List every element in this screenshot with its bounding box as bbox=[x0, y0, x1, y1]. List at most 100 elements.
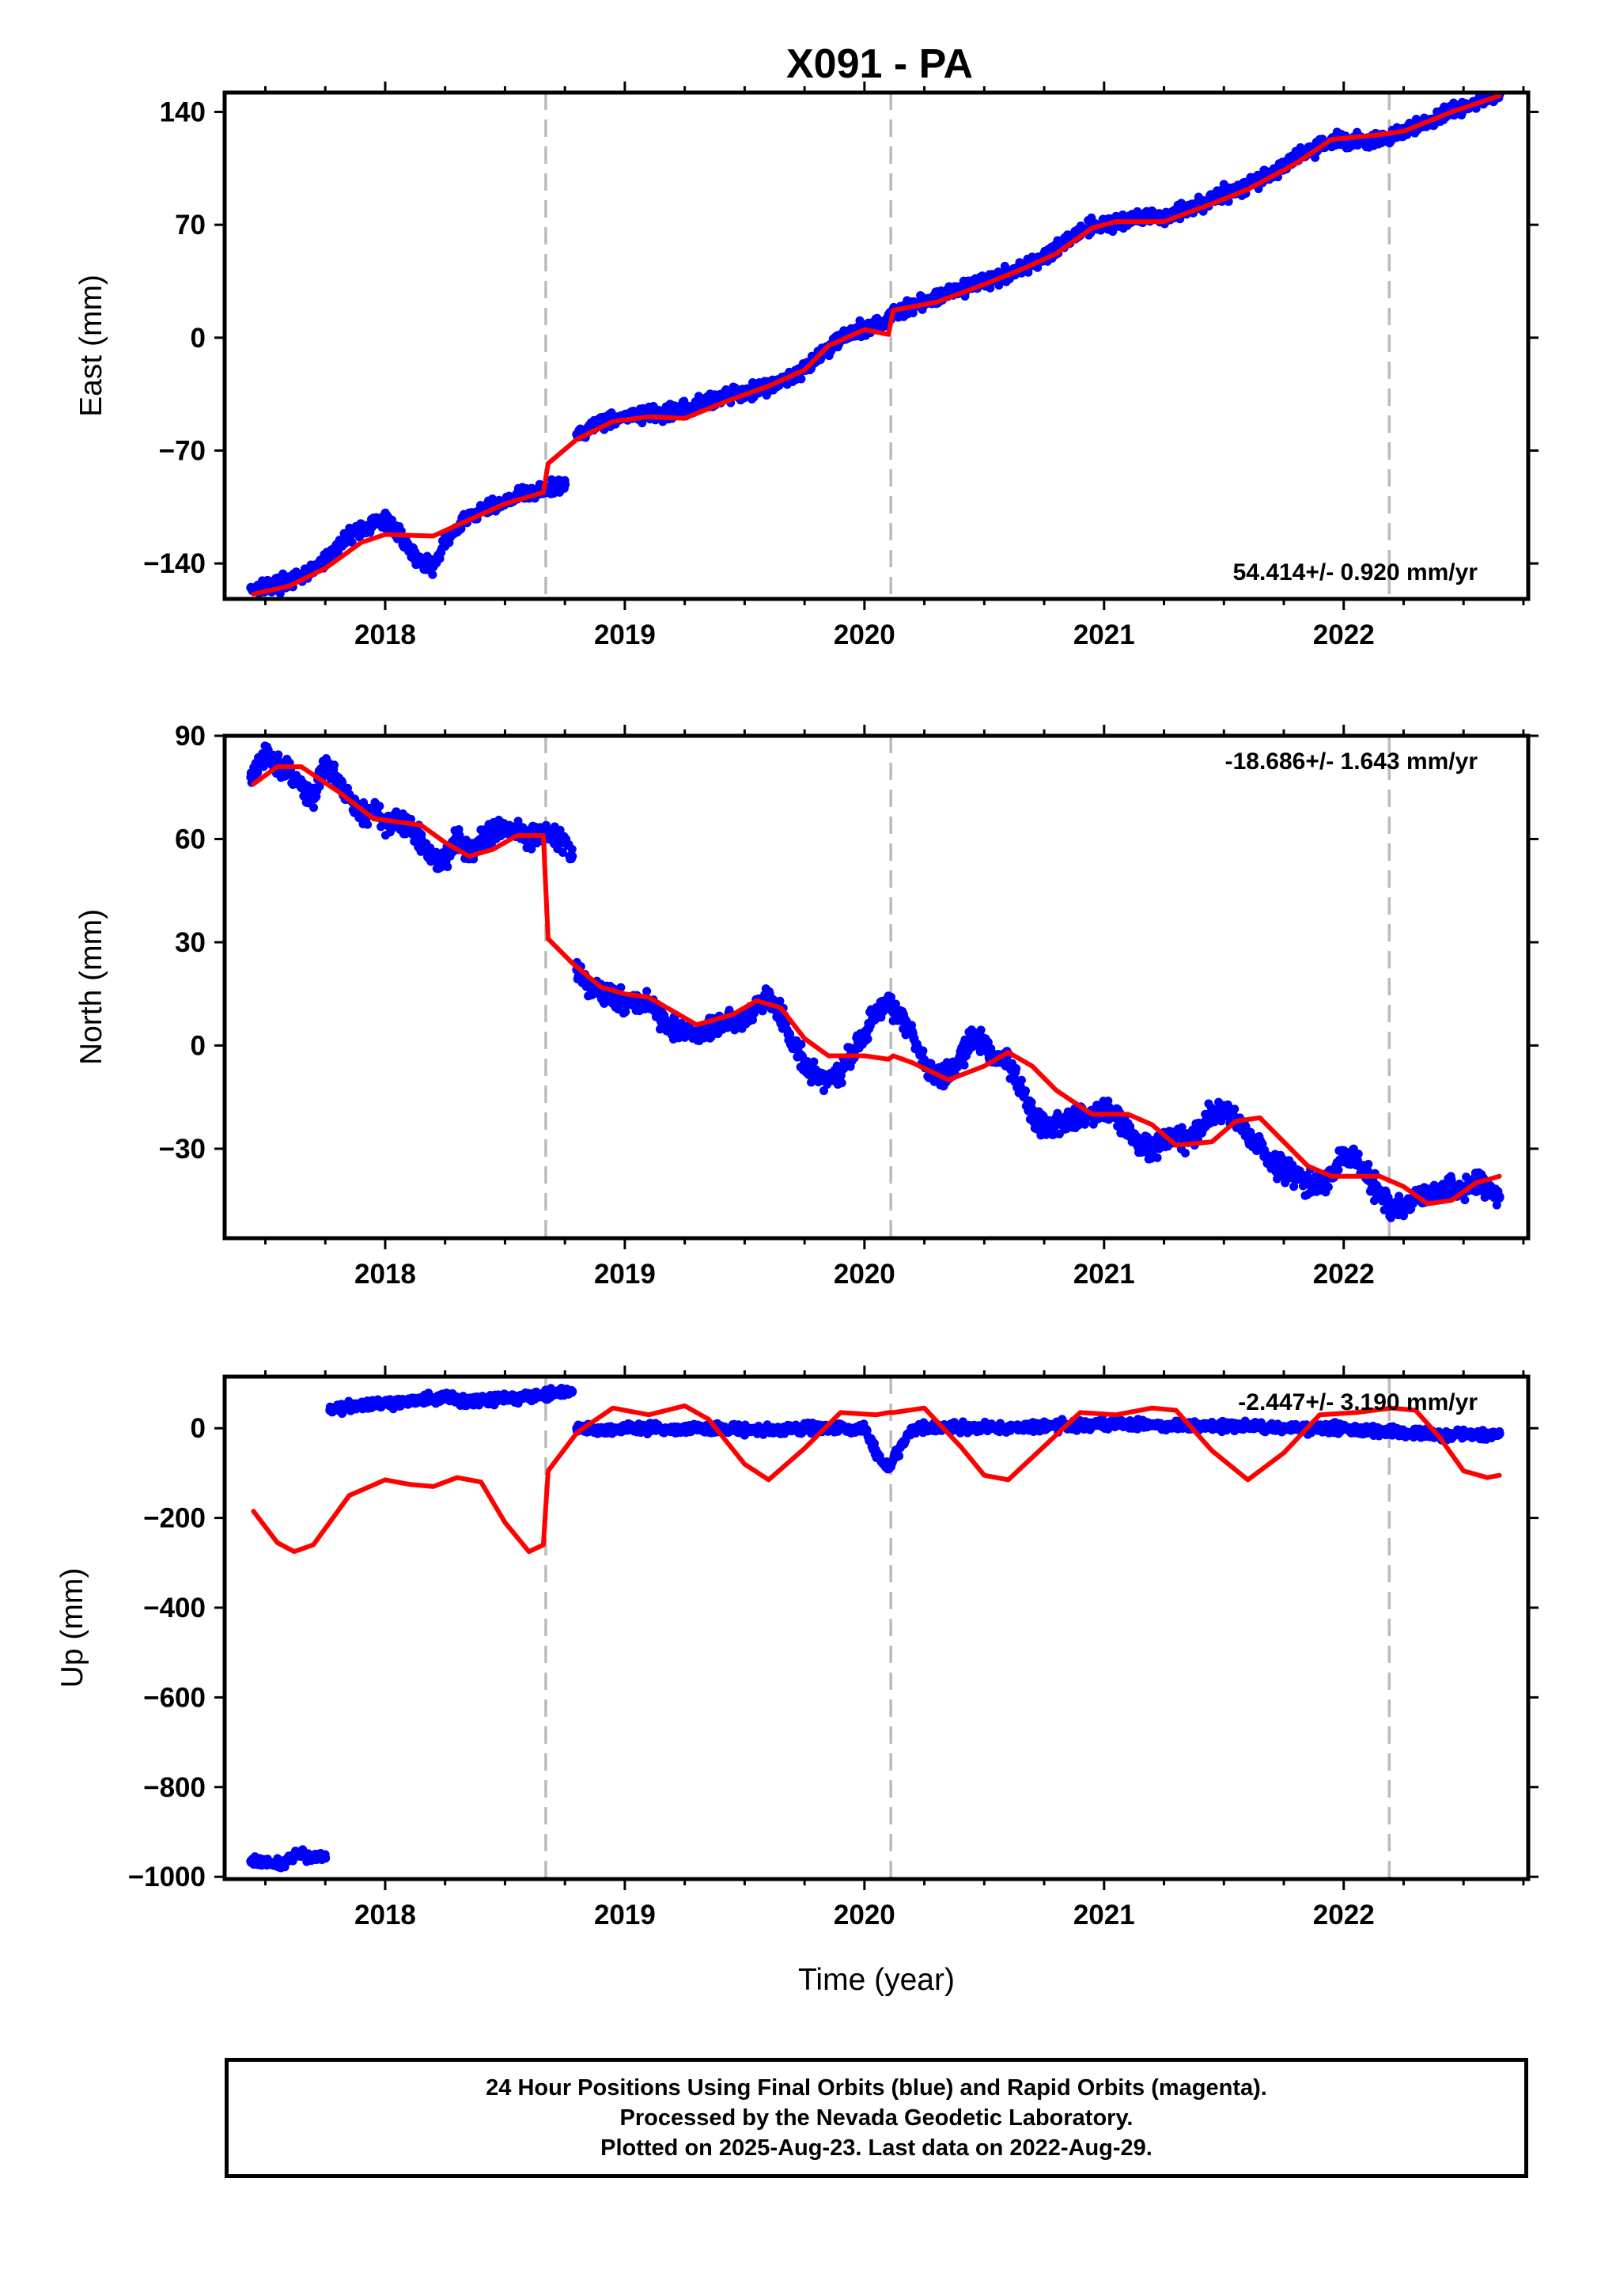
east-point bbox=[559, 483, 569, 493]
north-point bbox=[1363, 1165, 1372, 1175]
north-point bbox=[417, 830, 426, 839]
north-point bbox=[1353, 1149, 1363, 1158]
north-point bbox=[918, 1046, 928, 1055]
north-point bbox=[259, 762, 268, 771]
east-model-jump bbox=[886, 309, 896, 335]
north-point bbox=[363, 820, 373, 829]
east-point bbox=[428, 570, 437, 579]
east-ytick-label: 70 bbox=[175, 210, 206, 241]
east-ytick-label: 140 bbox=[160, 97, 206, 127]
east-model-jump bbox=[540, 463, 551, 493]
north-point bbox=[785, 1029, 795, 1039]
north-point bbox=[1209, 1117, 1219, 1127]
north-xtick-label: 2022 bbox=[1313, 1259, 1375, 1290]
east-xtick-label: 2019 bbox=[594, 619, 656, 650]
north-point bbox=[253, 767, 263, 777]
panel-up: 2018 2019 2020 2021 2022−1000−800−600−400−20… bbox=[55, 1366, 1539, 1997]
east-ylabel: East (mm) bbox=[74, 275, 108, 417]
north-point bbox=[375, 801, 384, 811]
north-xtick-label: 2021 bbox=[1073, 1259, 1135, 1290]
north-point bbox=[1073, 1121, 1083, 1131]
north-ytick-label: 0 bbox=[191, 1030, 206, 1061]
north-model-line bbox=[546, 936, 891, 1062]
north-xtick-label: 2018 bbox=[354, 1259, 416, 1290]
north-point bbox=[1016, 1075, 1026, 1085]
north-point bbox=[967, 1042, 977, 1051]
up-point bbox=[320, 1850, 330, 1859]
east-point bbox=[347, 537, 357, 547]
east-data-layer bbox=[246, 93, 1504, 598]
north-point bbox=[887, 992, 896, 1002]
north-point bbox=[976, 1025, 986, 1035]
north-model-line bbox=[251, 764, 546, 859]
north-point bbox=[274, 750, 283, 760]
north-point bbox=[1152, 1153, 1162, 1162]
up-xtick-label: 2020 bbox=[834, 1900, 895, 1930]
north-ytick-label: 30 bbox=[175, 927, 206, 958]
up-point bbox=[567, 1388, 577, 1397]
east-model-line bbox=[251, 490, 546, 597]
east-ytick-label: 0 bbox=[191, 323, 206, 354]
up-ytick-label: −1000 bbox=[128, 1862, 206, 1892]
north-point bbox=[567, 844, 577, 854]
north-point bbox=[1177, 1123, 1187, 1132]
east-point bbox=[560, 475, 570, 485]
up-xtick-label: 2019 bbox=[594, 1900, 656, 1930]
north-point bbox=[837, 1078, 846, 1088]
north-point bbox=[775, 996, 785, 1006]
north-point bbox=[1364, 1160, 1373, 1169]
north-point bbox=[750, 1008, 759, 1017]
north-point bbox=[809, 1057, 819, 1067]
north-point bbox=[558, 848, 567, 858]
east-model-line bbox=[891, 93, 1502, 313]
north-point bbox=[863, 1034, 872, 1044]
east-ytick-label: −70 bbox=[159, 435, 206, 466]
north-data-layer bbox=[246, 741, 1504, 1222]
east-xtick-label: 2018 bbox=[354, 619, 416, 650]
up-ylabel: Up (mm) bbox=[55, 1568, 89, 1688]
north-point bbox=[959, 1060, 969, 1070]
north-point bbox=[330, 760, 339, 770]
east-xtick-label: 2021 bbox=[1073, 619, 1135, 650]
north-plot-border bbox=[222, 733, 1531, 1241]
north-point bbox=[1012, 1063, 1021, 1073]
east-model-line bbox=[546, 327, 891, 466]
north-point bbox=[555, 825, 565, 835]
east-point bbox=[797, 374, 806, 384]
north-point bbox=[1289, 1182, 1299, 1192]
up-xlabel: Time (year) bbox=[798, 1963, 955, 1997]
east-plot-border bbox=[222, 90, 1531, 601]
north-point bbox=[1103, 1096, 1113, 1105]
north-point bbox=[621, 1007, 630, 1017]
up-xtick-label: 2022 bbox=[1313, 1900, 1375, 1930]
north-point bbox=[1492, 1200, 1501, 1210]
north-point bbox=[308, 803, 318, 813]
east-plot-frame bbox=[222, 90, 1531, 601]
up-ytick-label: −200 bbox=[143, 1503, 206, 1534]
north-point bbox=[1495, 1194, 1504, 1203]
north-point bbox=[1323, 1182, 1333, 1192]
north-point bbox=[566, 854, 576, 863]
north-point bbox=[1334, 1165, 1343, 1175]
north-point bbox=[797, 1040, 806, 1049]
up-xtick-label: 2018 bbox=[354, 1900, 416, 1930]
east-xtick-label: 2020 bbox=[834, 619, 895, 650]
north-point bbox=[1180, 1148, 1190, 1157]
north-ytick-label: 60 bbox=[175, 824, 206, 854]
up-xtick-label: 2021 bbox=[1073, 1900, 1135, 1930]
north-point bbox=[706, 1032, 716, 1041]
chart-title: X091 - PA bbox=[786, 41, 973, 87]
north-point bbox=[1020, 1086, 1030, 1096]
north-ylabel: North (mm) bbox=[74, 909, 108, 1065]
north-point bbox=[1042, 1130, 1051, 1139]
north-ytick-label: −30 bbox=[159, 1134, 206, 1165]
north-point bbox=[1027, 1097, 1036, 1107]
east-xtick-label: 2022 bbox=[1313, 619, 1375, 650]
north-point bbox=[891, 999, 900, 1009]
north-point bbox=[1230, 1104, 1240, 1114]
north-point bbox=[443, 862, 452, 872]
east-rate-label: 54.414+/- 0.920 mm/yr bbox=[1233, 559, 1478, 585]
